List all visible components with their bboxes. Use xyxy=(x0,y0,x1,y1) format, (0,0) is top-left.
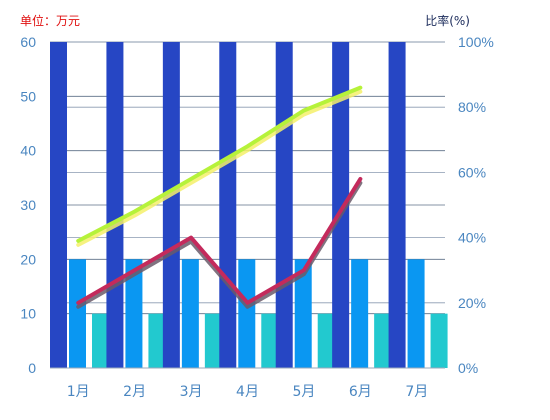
y-tick-label: 20 xyxy=(20,251,36,267)
y-tick-label: 0 xyxy=(28,360,36,376)
bar-series-2 xyxy=(407,259,425,368)
bar-series-3 xyxy=(374,313,392,368)
line-series-2-shadow xyxy=(76,180,363,309)
bar-series-1 xyxy=(106,42,124,368)
bar-series-3 xyxy=(92,313,109,368)
bar-series-1 xyxy=(219,42,237,368)
left-axis-unit: 单位：万元 xyxy=(20,14,81,28)
bar-series-3 xyxy=(261,313,279,368)
x-tick-label: 7月 xyxy=(405,384,428,400)
x-tick-label: 3月 xyxy=(180,384,203,400)
x-tick-label: 1月 xyxy=(67,384,90,400)
bar-series-1 xyxy=(332,42,350,368)
bar-series-2 xyxy=(238,259,256,368)
x-tick-label: 6月 xyxy=(349,384,372,400)
right-axis-unit: 比率(%) xyxy=(425,14,470,28)
bar-series-2 xyxy=(125,259,143,368)
x-tick-label: 4月 xyxy=(236,384,259,400)
y2-tick-label: 0% xyxy=(458,360,478,376)
y-tick-label: 30 xyxy=(20,197,36,213)
bar-series-2 xyxy=(181,259,199,368)
bar-series-3 xyxy=(148,313,166,368)
y-tick-label: 50 xyxy=(20,88,36,104)
bar-series-1 xyxy=(162,42,180,368)
line-series-1 xyxy=(76,85,363,243)
bar-series-3 xyxy=(204,313,222,368)
bar-series-2 xyxy=(69,259,86,368)
bar-series-1 xyxy=(275,42,293,368)
y2-tick-label: 60% xyxy=(458,164,486,180)
y-tick-label: 40 xyxy=(20,143,36,159)
bar-series-3 xyxy=(430,313,448,368)
x-tick-label: 5月 xyxy=(292,384,315,400)
y-tick-label: 10 xyxy=(20,306,36,322)
y2-tick-label: 80% xyxy=(458,99,486,115)
line-series-1-shadow xyxy=(76,89,363,247)
y2-tick-label: 100% xyxy=(458,34,494,50)
y-tick-label: 60 xyxy=(20,34,36,50)
bar-series-2 xyxy=(351,259,369,368)
x-tick-label: 2月 xyxy=(123,384,146,400)
line-series-2 xyxy=(76,176,363,305)
bar-series-3 xyxy=(317,313,335,368)
bar-series-2 xyxy=(294,259,312,368)
y2-tick-label: 20% xyxy=(458,295,486,311)
bar-series-1 xyxy=(388,42,406,368)
bar-series-1 xyxy=(50,42,67,368)
y2-tick-label: 40% xyxy=(458,230,486,246)
